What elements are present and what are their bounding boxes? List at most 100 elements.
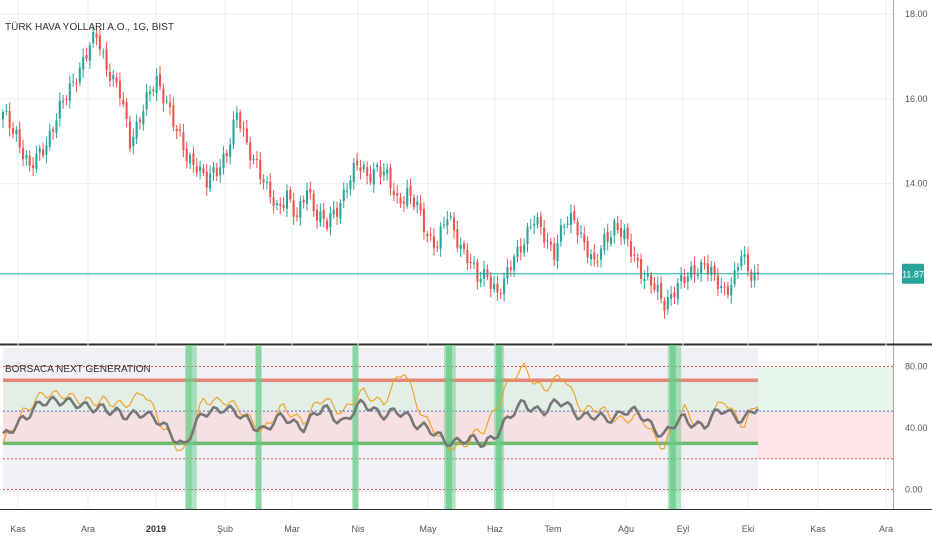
candle-body <box>559 225 562 242</box>
candle-body <box>619 227 623 238</box>
candle-body <box>579 232 582 234</box>
candle-body <box>726 286 729 295</box>
candle-body <box>660 282 663 299</box>
candle-body <box>25 154 28 159</box>
candle-body <box>462 243 466 249</box>
candle-body <box>429 234 432 236</box>
candle-body <box>402 201 405 204</box>
candle-body <box>446 219 449 227</box>
candle-body <box>422 208 425 233</box>
upper-zone <box>3 348 758 381</box>
candle-body <box>650 275 653 286</box>
candle-body <box>633 254 636 256</box>
time-tick-label: Kas <box>10 524 26 534</box>
candle-body <box>493 283 496 290</box>
candle-body <box>232 119 235 144</box>
time-axis-labels: Kas Ara 2019 Şub Mar Nis May Haz Tem Ağu Eyl Eki Kas… <box>10 524 893 534</box>
candle-body <box>733 270 736 285</box>
candle-body <box>599 248 603 260</box>
candle-body <box>476 261 479 282</box>
candle-body <box>342 189 345 201</box>
candle-body <box>392 190 395 196</box>
candle-body <box>556 243 559 262</box>
candle-body <box>302 199 305 203</box>
candle-body <box>242 128 245 130</box>
time-tick-label: Tem <box>544 524 561 534</box>
candle-body <box>366 167 369 176</box>
candle-body <box>245 128 248 143</box>
candle-body <box>219 167 222 176</box>
candle-body <box>419 203 422 211</box>
candle-body <box>716 275 719 289</box>
candle-body <box>122 99 125 105</box>
candle-body <box>359 167 362 172</box>
time-tick-label: 2019 <box>146 524 166 534</box>
time-tick-label: Haz <box>487 524 504 534</box>
candle-body <box>339 202 342 219</box>
candle-body <box>199 166 202 171</box>
candle-body <box>713 265 716 275</box>
candle-body <box>583 234 586 243</box>
price-axis-labels: 18.00 16.00 14.00 80.00 40.00 0.00 <box>905 9 928 494</box>
main-chart-title: TÜRK HAVA YOLLARI A.O., 1G, BIST <box>5 21 174 33</box>
candle-body <box>676 282 679 299</box>
candle-body <box>703 263 706 265</box>
candle-body <box>656 284 659 292</box>
candle-body <box>52 129 55 132</box>
candle-body <box>696 274 699 277</box>
candle-body <box>172 105 175 128</box>
candle-body <box>315 209 319 221</box>
candle-body <box>439 226 442 249</box>
candle-body <box>292 200 295 217</box>
lower-zone <box>3 443 758 493</box>
candle-body <box>576 221 579 236</box>
candle-body <box>456 229 459 248</box>
candle-body <box>543 227 546 243</box>
candle-body <box>192 153 195 165</box>
candle-body <box>155 75 158 94</box>
candle-body <box>55 120 58 133</box>
candle-body <box>546 240 549 242</box>
oscillator-tick-label: 0.00 <box>905 485 923 495</box>
candle-body <box>636 257 639 262</box>
candle-body <box>442 224 446 226</box>
candle-body <box>195 166 198 173</box>
candle-body <box>386 169 389 174</box>
candle-body <box>743 254 746 257</box>
candle-body <box>553 243 556 260</box>
candle-body <box>215 167 218 177</box>
candle-body <box>58 100 61 120</box>
candle-body <box>539 216 542 227</box>
candle-body <box>92 31 95 44</box>
candle-body <box>95 33 98 38</box>
candle-body <box>115 77 118 83</box>
candle-body <box>239 112 242 129</box>
candle-body <box>142 111 145 125</box>
candle-body <box>82 56 85 70</box>
candle-body <box>179 129 182 131</box>
candle-body <box>496 283 499 293</box>
candle-body <box>686 276 689 282</box>
candle-body <box>549 241 552 245</box>
time-tick-label: Nis <box>352 524 365 534</box>
candle-body <box>1 112 5 120</box>
candle-body <box>670 294 673 299</box>
candle-body <box>596 261 599 263</box>
candle-body <box>125 102 128 120</box>
candle-body <box>720 285 723 288</box>
candle-body <box>519 246 522 253</box>
candle-body <box>356 160 359 166</box>
candle-body <box>285 190 288 209</box>
candle-body <box>630 241 633 257</box>
candle-body <box>255 158 258 161</box>
candle-body <box>666 296 669 310</box>
candle-body <box>35 153 38 169</box>
candle-body <box>105 49 108 70</box>
candle-body <box>750 271 753 281</box>
candle-body <box>252 158 255 161</box>
candle-body <box>693 264 696 275</box>
oscillator-tick-label: 80.00 <box>905 361 928 371</box>
candle-body <box>305 190 309 204</box>
candle-body <box>499 292 502 295</box>
